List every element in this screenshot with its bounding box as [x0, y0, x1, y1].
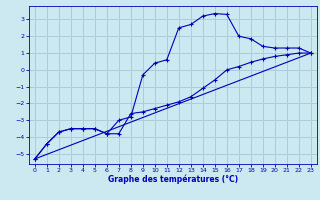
X-axis label: Graphe des températures (°C): Graphe des températures (°C) — [108, 175, 238, 184]
